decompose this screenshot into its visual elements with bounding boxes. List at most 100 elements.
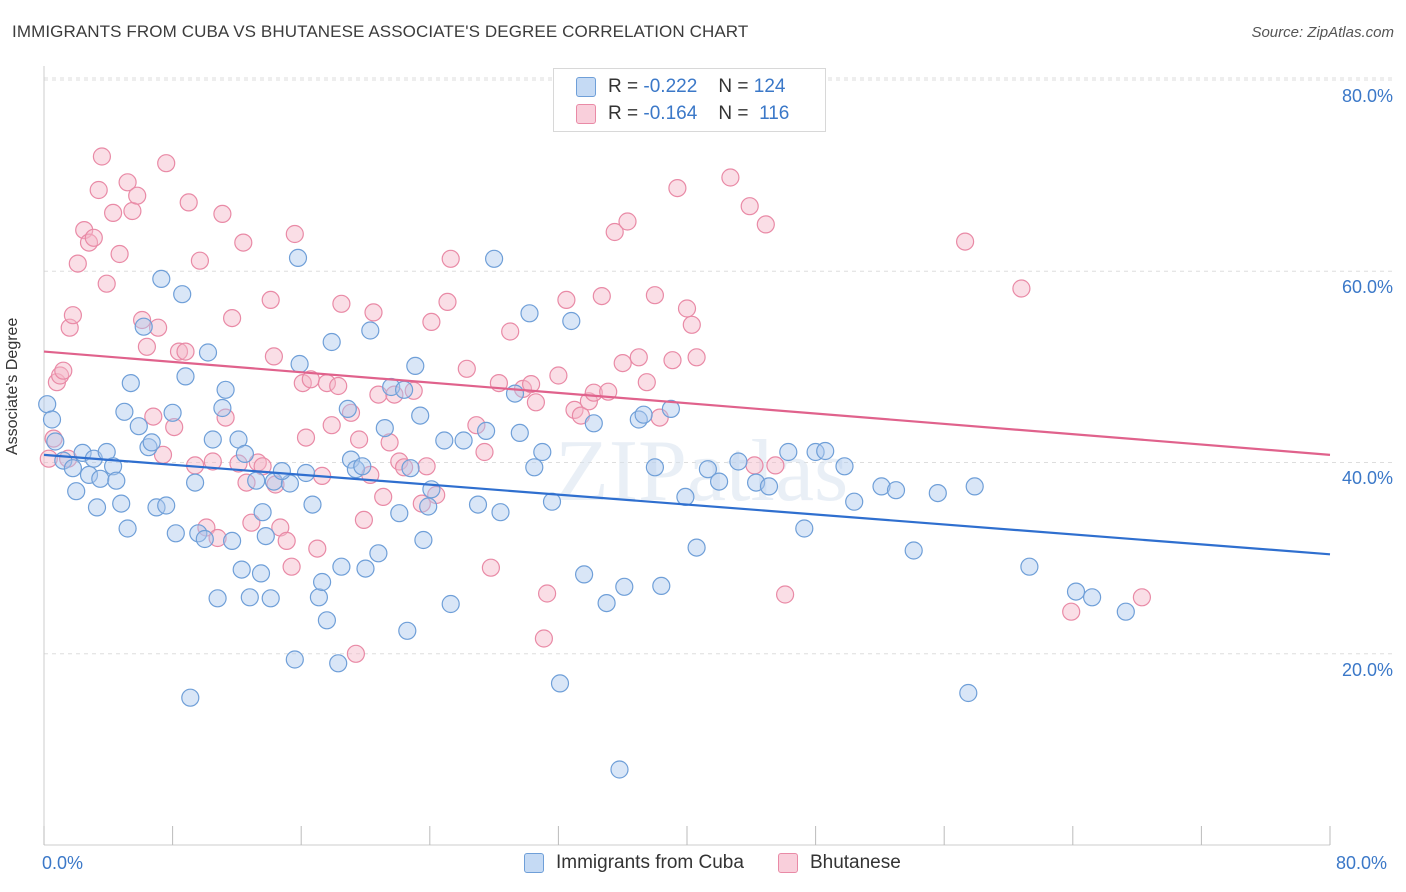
bhutanese-point[interactable] — [721, 168, 740, 187]
cuba-point[interactable] — [176, 367, 195, 386]
cuba-point[interactable] — [835, 457, 854, 476]
bhutanese-point[interactable] — [223, 309, 242, 328]
cuba-point[interactable] — [550, 674, 570, 693]
cuba-point[interactable] — [232, 560, 251, 579]
bhutanese-point[interactable] — [208, 528, 227, 548]
bhutanese-point[interactable] — [557, 290, 576, 309]
bhutanese-point[interactable] — [549, 366, 568, 385]
bhutanese-point[interactable] — [84, 228, 103, 247]
cuba-point[interactable] — [87, 498, 107, 517]
cuba-point[interactable] — [361, 321, 380, 340]
cuba-point[interactable] — [240, 588, 259, 607]
cuba-point[interactable] — [309, 588, 328, 607]
bhutanese-point[interactable] — [354, 510, 373, 530]
cuba-point[interactable] — [173, 285, 192, 304]
bhutanese-point[interactable] — [579, 392, 599, 411]
cuba-point[interactable] — [213, 398, 232, 418]
cuba-point[interactable] — [198, 343, 218, 362]
bhutanese-point[interactable] — [144, 407, 163, 426]
cuba-point[interactable] — [441, 594, 460, 614]
cuba-point[interactable] — [610, 760, 629, 779]
cuba-point[interactable] — [584, 414, 603, 433]
cuba-point[interactable] — [139, 438, 158, 457]
cuba-point[interactable] — [247, 471, 266, 490]
cuba-point[interactable] — [353, 457, 372, 476]
cuba-point[interactable] — [134, 317, 153, 336]
cuba-point[interactable] — [223, 531, 242, 551]
cuba-point[interactable] — [698, 460, 718, 479]
cuba-point[interactable] — [181, 688, 200, 707]
cuba-point[interactable] — [468, 495, 488, 514]
bhutanese-point[interactable] — [438, 292, 457, 311]
bhutanese-point[interactable] — [745, 456, 764, 475]
cuba-point[interactable] — [525, 458, 544, 477]
cuba-point[interactable] — [338, 399, 357, 418]
bhutanese-point[interactable] — [216, 408, 235, 427]
cuba-point[interactable] — [816, 441, 835, 461]
bhutanese-point[interactable] — [422, 312, 441, 331]
cuba-point[interactable] — [107, 471, 126, 490]
cuba-point[interactable] — [652, 576, 671, 596]
bhutanese-point[interactable] — [329, 376, 348, 396]
cuba-point[interactable] — [203, 430, 222, 449]
bhutanese-point[interactable] — [285, 224, 304, 244]
cuba-point[interactable] — [709, 472, 729, 491]
cuba-point[interactable] — [195, 529, 214, 549]
cuba-point[interactable] — [152, 269, 171, 288]
bhutanese-point[interactable] — [682, 315, 701, 334]
bhutanese-point[interactable] — [481, 558, 500, 577]
bhutanese-point[interactable] — [322, 416, 341, 435]
cuba-point[interactable] — [129, 417, 148, 436]
cuba-point[interactable] — [251, 564, 271, 583]
cuba-point[interactable] — [235, 444, 254, 463]
bhutanese-point[interactable] — [213, 204, 232, 223]
bhutanese-point[interactable] — [133, 310, 152, 330]
bhutanese-point[interactable] — [475, 442, 494, 462]
bhutanese-point[interactable] — [521, 375, 541, 394]
bhutanese-point[interactable] — [282, 557, 301, 576]
cuba-point[interactable] — [115, 402, 134, 421]
cuba-point[interactable] — [313, 572, 332, 592]
bhutanese-point[interactable] — [766, 456, 785, 475]
cuba-point[interactable] — [91, 469, 110, 488]
cuba-point[interactable] — [1020, 557, 1039, 576]
cuba-point[interactable] — [285, 650, 304, 669]
bhutanese-point[interactable] — [645, 286, 665, 305]
bhutanese-point[interactable] — [395, 458, 414, 477]
cuba-point[interactable] — [67, 482, 86, 501]
cuba-point[interactable] — [356, 559, 375, 578]
cuba-point[interactable] — [491, 503, 510, 522]
bhutanese-point[interactable] — [346, 644, 365, 663]
bhutanese-point[interactable] — [332, 294, 351, 313]
cuba-point[interactable] — [779, 442, 798, 462]
bhutanese-point[interactable] — [261, 290, 280, 309]
bhutanese-point[interactable] — [677, 299, 697, 318]
cuba-point[interactable] — [157, 496, 176, 515]
cuba-point[interactable] — [317, 611, 336, 630]
cuba-point[interactable] — [166, 524, 185, 543]
cuba-point[interactable] — [163, 403, 182, 422]
cuba-point[interactable] — [398, 621, 417, 640]
bhutanese-point[interactable] — [380, 433, 399, 452]
bhutanese-point[interactable] — [242, 513, 261, 532]
cuba-point[interactable] — [406, 356, 425, 375]
bhutanese-point[interactable] — [44, 429, 63, 448]
cuba-point[interactable] — [597, 593, 616, 613]
cuba-point[interactable] — [435, 431, 454, 450]
cuba-point[interactable] — [510, 423, 529, 442]
cuba-point[interactable] — [216, 380, 235, 399]
cuba-point[interactable] — [38, 395, 57, 414]
bhutanese-point[interactable] — [97, 274, 116, 293]
bhutanese-point[interactable] — [668, 179, 687, 198]
bhutanese-point[interactable] — [687, 348, 706, 367]
bhutanese-point[interactable] — [1132, 588, 1152, 607]
bhutanese-point[interactable] — [441, 249, 460, 268]
cuba-point[interactable] — [290, 354, 309, 374]
bhutanese-point[interactable] — [592, 287, 611, 306]
cuba-point[interactable] — [112, 494, 131, 513]
cuba-point[interactable] — [103, 457, 123, 476]
cuba-point[interactable] — [369, 544, 388, 563]
bhutanese-point[interactable] — [169, 342, 189, 361]
cuba-point[interactable] — [329, 654, 348, 673]
bhutanese-point[interactable] — [756, 215, 775, 234]
